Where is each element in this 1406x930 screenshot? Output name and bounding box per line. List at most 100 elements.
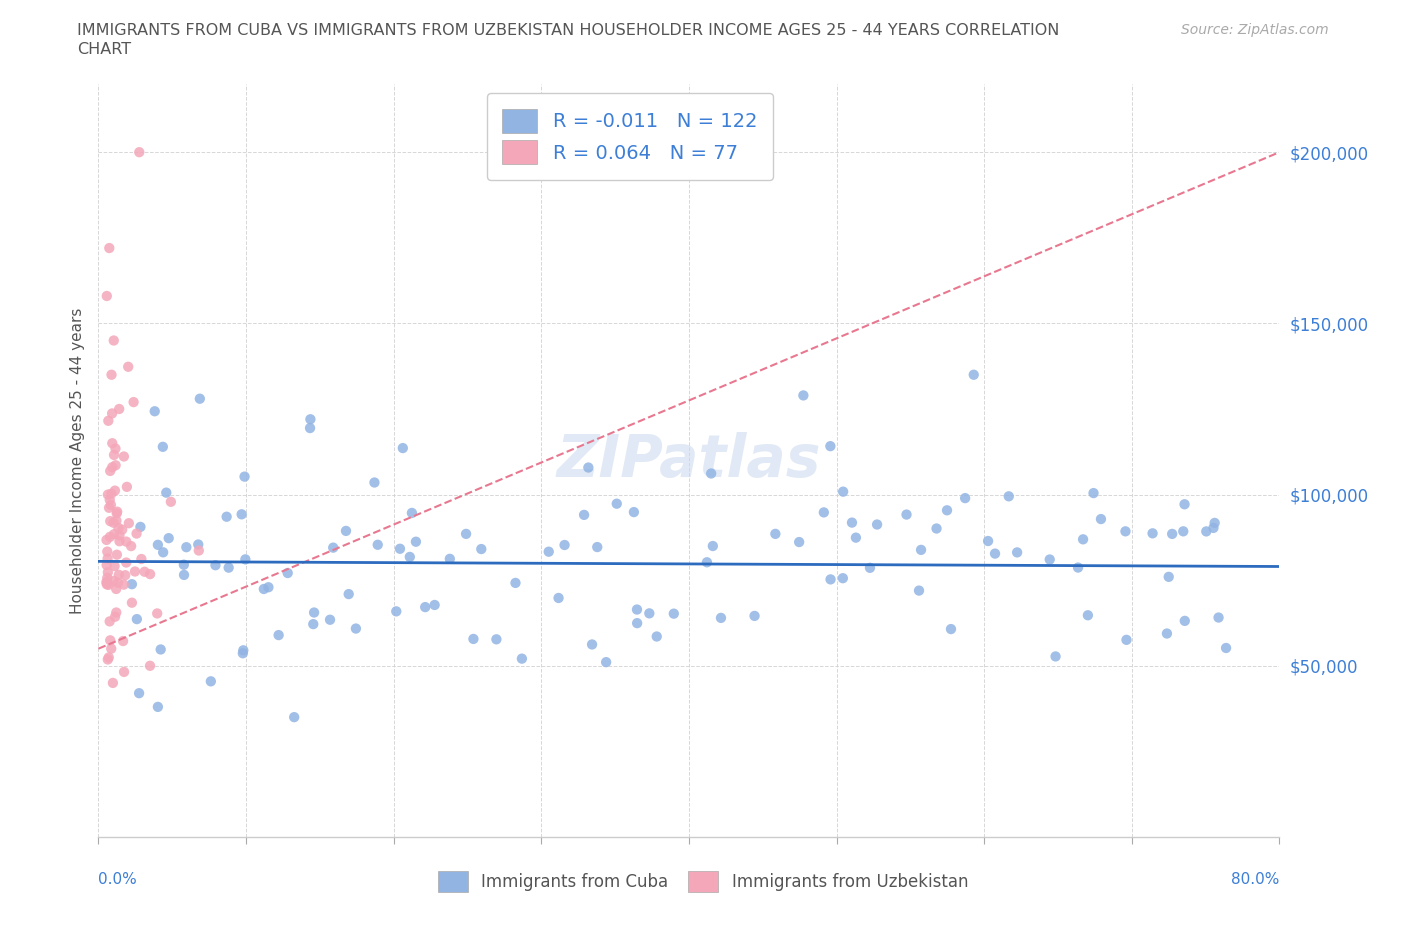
Point bbox=[143, 404, 166, 418]
Point bbox=[1142, 525, 1164, 540]
Point bbox=[896, 507, 918, 522]
Text: Source: ZipAtlas.com: Source: ZipAtlas.com bbox=[1181, 23, 1329, 37]
Point bbox=[152, 545, 174, 560]
Point bbox=[160, 495, 183, 510]
Point bbox=[696, 555, 718, 570]
Point bbox=[114, 568, 136, 583]
Point bbox=[105, 547, 128, 562]
Point bbox=[98, 513, 121, 528]
Point bbox=[157, 531, 180, 546]
Point bbox=[146, 699, 169, 714]
Point bbox=[1045, 649, 1067, 664]
Point bbox=[439, 551, 461, 566]
Point bbox=[101, 675, 124, 690]
Point bbox=[939, 621, 962, 636]
Point bbox=[146, 606, 169, 621]
Point bbox=[576, 460, 599, 475]
Point bbox=[173, 557, 195, 572]
Point bbox=[96, 533, 118, 548]
Point bbox=[96, 575, 118, 590]
Point bbox=[233, 469, 256, 484]
Point bbox=[831, 571, 853, 586]
Point bbox=[820, 439, 842, 454]
Point bbox=[423, 598, 446, 613]
Point bbox=[866, 517, 889, 532]
Point bbox=[572, 508, 595, 523]
Point bbox=[98, 614, 121, 629]
Point bbox=[953, 491, 976, 506]
Point bbox=[388, 541, 411, 556]
Point bbox=[702, 538, 724, 553]
Point bbox=[367, 538, 389, 552]
Point bbox=[104, 441, 127, 456]
Point bbox=[1195, 524, 1218, 538]
Point bbox=[187, 543, 209, 558]
Point bbox=[128, 685, 150, 700]
Point bbox=[115, 480, 138, 495]
Point bbox=[149, 642, 172, 657]
Point bbox=[277, 565, 299, 580]
Point bbox=[554, 538, 576, 552]
Point bbox=[107, 521, 129, 536]
Point bbox=[997, 489, 1019, 504]
Point bbox=[125, 612, 148, 627]
Point bbox=[763, 526, 786, 541]
Point bbox=[105, 581, 128, 596]
Point bbox=[337, 587, 360, 602]
Point bbox=[97, 551, 120, 566]
Point bbox=[626, 616, 648, 631]
Point bbox=[405, 534, 427, 549]
Point bbox=[1161, 526, 1184, 541]
Point bbox=[401, 506, 423, 521]
Point bbox=[302, 605, 325, 620]
Point bbox=[204, 558, 226, 573]
Point bbox=[1202, 521, 1225, 536]
Point bbox=[112, 578, 135, 592]
Point bbox=[1174, 614, 1197, 629]
Point bbox=[117, 359, 139, 374]
Point bbox=[662, 606, 685, 621]
Point bbox=[125, 526, 148, 541]
Point bbox=[108, 402, 131, 417]
Point bbox=[1115, 632, 1137, 647]
Point bbox=[124, 565, 146, 579]
Point bbox=[1215, 641, 1237, 656]
Point bbox=[101, 459, 124, 474]
Point bbox=[832, 485, 855, 499]
Point bbox=[537, 544, 560, 559]
Point bbox=[845, 530, 868, 545]
Point bbox=[470, 541, 492, 556]
Point bbox=[152, 439, 174, 454]
Point bbox=[97, 650, 120, 665]
Point bbox=[100, 642, 122, 657]
Point bbox=[173, 567, 195, 582]
Point bbox=[188, 392, 211, 406]
Point bbox=[103, 559, 125, 574]
Point bbox=[283, 710, 305, 724]
Point bbox=[977, 534, 1000, 549]
Point bbox=[118, 516, 141, 531]
Point bbox=[1157, 569, 1180, 584]
Point bbox=[115, 534, 138, 549]
Point bbox=[176, 539, 198, 554]
Point bbox=[134, 565, 156, 579]
Point bbox=[1114, 524, 1136, 538]
Point bbox=[547, 591, 569, 605]
Point bbox=[623, 505, 645, 520]
Point bbox=[1090, 512, 1112, 526]
Point bbox=[595, 655, 617, 670]
Point bbox=[98, 500, 121, 515]
Point bbox=[859, 561, 882, 576]
Point bbox=[120, 538, 142, 553]
Point bbox=[98, 492, 121, 507]
Point bbox=[97, 487, 120, 502]
Point bbox=[232, 645, 254, 660]
Point bbox=[101, 436, 124, 451]
Point bbox=[115, 555, 138, 570]
Point bbox=[299, 420, 322, 435]
Point bbox=[744, 608, 766, 623]
Point bbox=[112, 633, 135, 648]
Point bbox=[200, 674, 222, 689]
Point bbox=[302, 617, 325, 631]
Point bbox=[1039, 552, 1062, 567]
